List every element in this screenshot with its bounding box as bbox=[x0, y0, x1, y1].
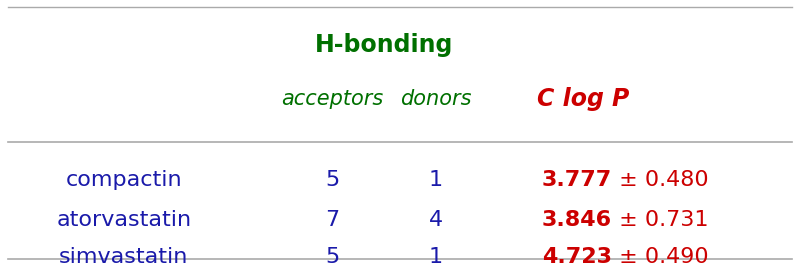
Text: 5: 5 bbox=[325, 247, 339, 267]
Text: ± 0.480: ± 0.480 bbox=[612, 170, 709, 190]
Text: 3.846: 3.846 bbox=[542, 210, 612, 230]
Text: 7: 7 bbox=[325, 210, 339, 230]
Text: simvastatin: simvastatin bbox=[59, 247, 189, 267]
Text: C log: C log bbox=[537, 87, 612, 110]
Text: donors: donors bbox=[400, 89, 472, 109]
Text: 1: 1 bbox=[429, 170, 443, 190]
Text: 1: 1 bbox=[429, 247, 443, 267]
Text: 4.723: 4.723 bbox=[542, 247, 612, 267]
Text: ± 0.731: ± 0.731 bbox=[612, 210, 709, 230]
Text: atorvastatin: atorvastatin bbox=[57, 210, 191, 230]
Text: acceptors: acceptors bbox=[281, 89, 383, 109]
Text: compactin: compactin bbox=[66, 170, 182, 190]
Text: 3.777: 3.777 bbox=[542, 170, 612, 190]
Text: ± 0.490: ± 0.490 bbox=[612, 247, 709, 267]
Text: 4: 4 bbox=[429, 210, 443, 230]
Text: 5: 5 bbox=[325, 170, 339, 190]
Text: H-bonding: H-bonding bbox=[315, 33, 453, 56]
Text: P: P bbox=[612, 87, 630, 110]
